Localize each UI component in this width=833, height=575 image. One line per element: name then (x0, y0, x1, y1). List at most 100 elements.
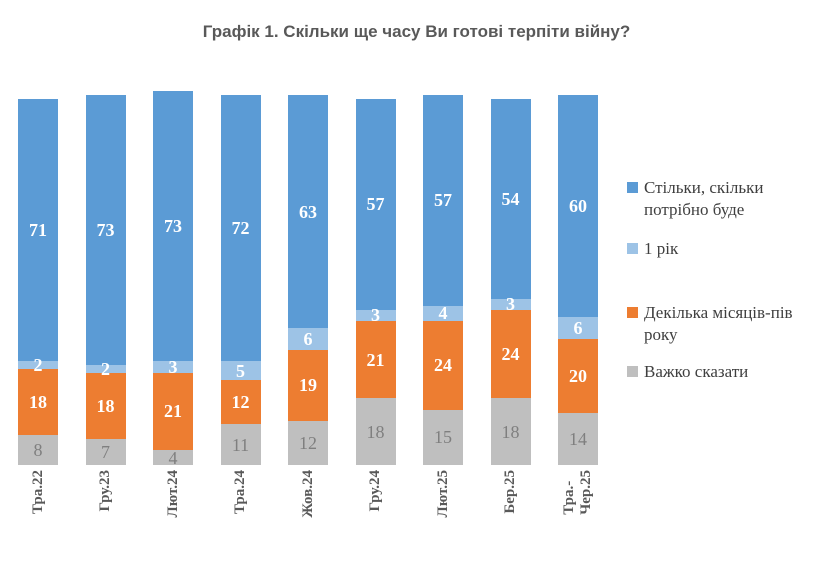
segment-value-label: 5 (236, 360, 245, 381)
bar-segment: 21 (355, 320, 396, 399)
segment-value-label: 12 (299, 432, 317, 453)
bar-segment: 12 (288, 420, 328, 465)
bar-segment: 73 (85, 95, 126, 366)
bar-segment: 24 (423, 320, 463, 410)
plot-area: 8 18 2 71 7 18 2 73 4 21 3 73 11 12 5 72 12 19 6 63 18 21 3 57 1… (15, 91, 625, 467)
bar-segment: 8 (18, 435, 58, 465)
legend-swatch-as-long-as-needed (627, 182, 638, 193)
segment-value-label: 8 (33, 440, 43, 461)
bar: 15 24 4 57 (423, 95, 463, 465)
x-axis-label-slot: Гру.24 (356, 470, 396, 512)
x-axis-label: Жов.24 (299, 470, 316, 518)
x-axis-label: Тра.24 (232, 470, 248, 515)
segment-value-label: 24 (501, 344, 520, 364)
bar-segment: 15 (423, 409, 463, 465)
legend-swatch-hard-to-say (627, 366, 638, 377)
bar-segment: 21 (153, 372, 193, 451)
segment-value-label: 7 (101, 442, 110, 463)
segment-value-label: 6 (303, 329, 313, 350)
bar-segment: 14 (558, 413, 598, 465)
bar-segment: 4 (423, 303, 463, 324)
x-axis-label: Гру.23 (97, 470, 113, 512)
segment-value-label: 63 (299, 201, 317, 222)
legend-label: 1 рік (644, 239, 679, 258)
x-axis-label-slot: Тра.- Чер.25 (558, 470, 598, 515)
x-axis-label-slot: Жов.24 (288, 470, 328, 518)
legend: Стільки, скільки потрібно буде 1 рік Дек… (627, 0, 827, 575)
bar-segment: 2 (85, 360, 126, 378)
bar-segment: 63 (288, 95, 328, 329)
segment-value-label: 4 (168, 447, 178, 468)
bar-segment: 3 (153, 358, 193, 376)
legend-item-as-long-as-needed: Стільки, скільки потрібно буде (627, 177, 806, 221)
bar-segment: 3 (355, 306, 396, 324)
segment-value-label: 57 (366, 194, 385, 215)
x-axis-label: Лют.25 (434, 470, 451, 518)
legend-label: Важко сказати (644, 362, 749, 381)
bar-segment: 18 (355, 398, 396, 465)
bar-segment: 12 (220, 379, 261, 425)
bar-segment: 2 (18, 356, 58, 374)
bar-segment: 71 (18, 98, 58, 362)
segment-value-label: 18 (96, 395, 115, 416)
bar-segment: 60 (558, 95, 598, 318)
legend-item-hard-to-say: Важко сказати (627, 361, 806, 383)
bar-segment: 20 (558, 339, 598, 414)
bar-segment: 7 (85, 439, 126, 465)
x-axis-label: Гру.24 (367, 470, 383, 512)
segment-value-label: 60 (569, 196, 587, 217)
bar-segment: 11 (220, 424, 261, 465)
segment-value-label: 71 (29, 220, 47, 241)
bar-segment: 5 (220, 360, 261, 381)
x-axis-label: Тра.22 (29, 470, 46, 515)
bar-segment: 4 (153, 447, 193, 468)
x-axis-label-slot: Бер.25 (491, 470, 531, 514)
bar-segment: 18 (18, 368, 58, 436)
segment-value-label: 12 (231, 392, 250, 413)
segment-value-label: 18 (29, 392, 47, 413)
bar: 14 20 6 60 (558, 95, 598, 465)
bar-segment: 24 (490, 309, 531, 399)
legend-item-few-months: Декілька місяців-пів року (627, 302, 806, 346)
segment-value-label: 3 (506, 294, 515, 315)
segment-value-label: 18 (501, 421, 520, 442)
segment-value-label: 4 (438, 303, 448, 324)
legend-item-one-year: 1 рік (627, 238, 806, 260)
bar-segment: 3 (490, 295, 531, 313)
segment-value-label: 21 (164, 401, 182, 422)
bar-segment: 6 (558, 317, 598, 340)
bar-segment: 6 (288, 328, 328, 351)
x-axis-label-slot: Тра.22 (18, 470, 58, 514)
segment-value-label: 73 (96, 220, 115, 241)
segment-value-label: 11 (231, 434, 250, 455)
bar-segment: 18 (85, 372, 126, 440)
segment-value-label: 24 (434, 355, 452, 376)
bar: 7 18 2 73 (85, 95, 126, 465)
x-axis-label-slot: Лют.25 (423, 470, 463, 517)
segment-value-label: 14 (569, 429, 587, 450)
legend-swatch-one-year (627, 243, 638, 254)
bar-segment: 57 (423, 95, 463, 306)
segment-value-label: 19 (299, 375, 317, 396)
bar: 18 24 3 54 (490, 98, 531, 465)
x-axis: Тра.22 Гру.23 Лют.24 Тра.24 Жов.24 Гру.24 Лют.… (15, 470, 625, 570)
chart-title: Графік 1. Скільки ще часу Ви готові терп… (202, 22, 631, 41)
bar-segment: 57 (355, 98, 396, 310)
bar-segment: 54 (490, 98, 531, 299)
segment-value-label: 73 (164, 216, 182, 237)
segment-value-label: 21 (366, 349, 385, 370)
segment-value-label: 2 (101, 358, 110, 379)
segment-value-label: 18 (366, 421, 385, 442)
bar: 18 21 3 57 (355, 98, 396, 465)
segment-value-label: 57 (434, 190, 452, 211)
segment-value-label: 20 (569, 366, 587, 387)
bar: 4 21 3 73 (153, 91, 193, 468)
segment-value-label: 2 (33, 355, 43, 376)
x-axis-label-slot: Лют.24 (153, 470, 193, 517)
x-axis-label: Бер.25 (502, 470, 518, 514)
segment-value-label: 3 (371, 305, 380, 326)
segment-value-label: 3 (168, 356, 178, 377)
legend-swatch-few-months (627, 307, 638, 318)
segment-value-label: 15 (434, 427, 452, 448)
